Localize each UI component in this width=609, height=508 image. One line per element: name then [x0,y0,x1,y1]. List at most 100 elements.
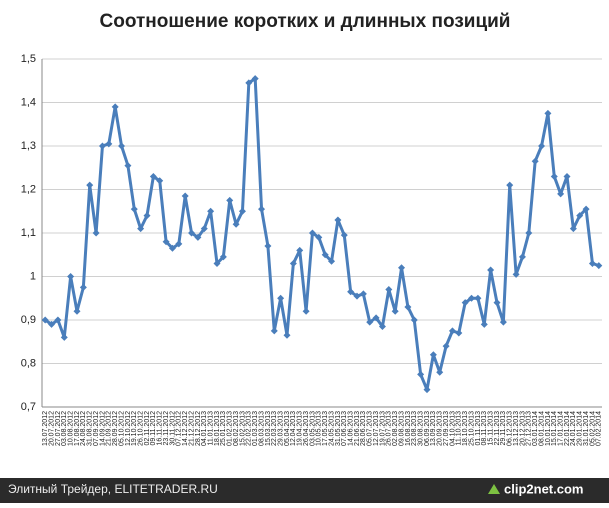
x-tick-label: 13.12.2013 [513,411,520,446]
x-tick-label: 01.11.2013 [475,411,482,446]
x-tick-label: 04.01.2013 [201,411,208,446]
point-marker [550,172,558,180]
point-marker [130,205,138,213]
x-tick-label: 19.07.2013 [379,411,386,446]
x-tick-label: 07.12.2012 [176,411,183,446]
point-marker [283,331,291,339]
chart-title: Соотношение коротких и длинных позиций [100,11,511,32]
x-tick-label: 23.11.2012 [163,411,170,446]
point-marker [175,240,183,248]
point-marker [385,286,393,294]
point-marker [245,79,253,87]
point-marker [213,259,221,267]
x-tick-label: 24.05.2013 [328,411,335,446]
point-marker [582,205,590,213]
x-tick-label: 28.06.2013 [360,411,367,446]
point-marker [321,251,329,259]
point-marker [315,233,323,241]
point-marker [296,246,304,254]
x-tick-label: 28.12.2012 [195,411,202,446]
x-tick-label: 14.06.2013 [347,411,354,446]
x-tick-label: 19.04.2013 [297,411,304,446]
point-marker [576,212,584,220]
x-tick-label: 17.01.2014 [557,411,564,446]
x-tick-label: 18.01.2013 [214,411,221,446]
y-tick-label: 0,7 [21,401,36,413]
point-marker [429,351,437,359]
point-marker [92,229,100,237]
x-tick-label: 08.01.2014 [538,411,545,446]
point-marker [468,294,476,302]
point-marker [493,299,501,307]
point-marker [378,323,386,331]
x-tick-label: 14.09.2012 [99,411,106,446]
point-marker [48,320,56,328]
point-marker [487,266,495,274]
point-marker [86,181,94,189]
point-marker [270,327,278,335]
x-tick-label: 19.10.2012 [131,411,138,446]
logo-icon [488,484,500,494]
point-marker [461,299,469,307]
x-tick-label: 13.07.2012 [42,411,49,446]
x-tick-label: 01.03.2013 [252,411,259,446]
point-marker [79,283,87,291]
x-tick-label: 26.10.2012 [137,411,144,446]
point-marker [67,273,75,280]
x-tick-label: 17.08.2012 [74,411,81,446]
x-tick-label: 25.01.2013 [220,411,227,446]
point-marker [334,216,342,224]
x-tick-label: 27.12.2013 [526,411,533,446]
point-marker [328,257,336,265]
y-tick-label: 1,4 [21,96,36,108]
x-tick-label: 11.01.2013 [207,411,214,446]
y-tick-label: 1,1 [21,227,36,239]
x-tick-label: 07.09.2012 [93,411,100,446]
x-tick-label: 08.11.2013 [481,411,488,446]
point-marker [181,192,189,200]
point-marker [512,270,520,278]
point-marker [353,292,361,300]
x-tick-label: 26.07.2013 [386,411,393,446]
point-marker [289,259,297,267]
point-marker [455,329,463,337]
point-marker [506,181,514,189]
x-tick-label: 10.01.2014 [545,411,552,446]
x-tick-label: 21.09.2012 [106,411,113,446]
x-tick-label: 15.11.2013 [487,411,494,446]
x-tick-label: 18.10.2013 [462,411,469,446]
x-tick-label: 31.05.2013 [335,411,342,446]
point-marker [372,314,380,322]
point-marker [226,196,234,204]
x-tick-label: 27.09.2013 [443,411,450,446]
point-marker [347,288,355,296]
point-marker [73,307,81,315]
point-marker [264,242,272,250]
x-tick-label: 06.09.2013 [424,411,431,446]
x-tick-label: 26.04.2013 [303,411,310,446]
point-marker [423,386,431,394]
y-tick-label: 1,2 [21,183,36,195]
x-tick-label: 16.11.2012 [157,411,164,446]
x-tick-label: 17.05.2013 [322,411,329,446]
x-tick-label: 08.02.2013 [233,411,240,446]
point-marker [391,307,399,315]
point-marker [398,264,406,272]
x-tick-label: 02.08.2013 [392,411,399,446]
x-tick-label: 07.02.2014 [596,411,603,446]
x-tick-label: 24.08.2012 [80,411,87,446]
point-marker [474,294,482,302]
point-marker [480,320,488,328]
point-marker [54,316,62,324]
point-marker [436,368,444,376]
x-tick-label: 01.02.2013 [227,411,234,446]
point-marker [366,318,374,326]
x-tick-label: 27.07.2012 [55,411,62,446]
point-marker [118,142,126,150]
x-tick-label: 10.05.2013 [316,411,323,446]
x-tick-label: 03.08.2012 [61,411,68,446]
point-marker [207,207,215,215]
point-marker [200,225,208,233]
point-marker [162,238,170,246]
